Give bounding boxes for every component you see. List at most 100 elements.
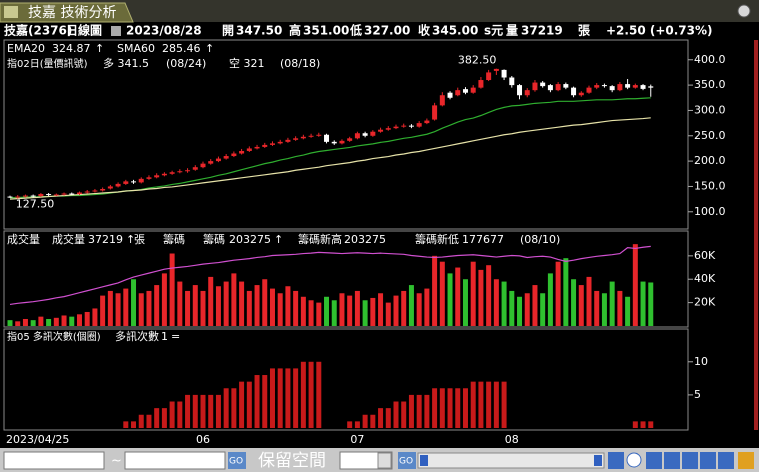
line-series xyxy=(9,117,651,200)
bar xyxy=(123,421,129,428)
volume-bar xyxy=(347,295,353,326)
legend-value: 37219 xyxy=(88,233,123,246)
y-tick-label: 20K xyxy=(694,296,716,309)
volume-bar xyxy=(455,267,461,326)
volume-bar xyxy=(277,293,283,326)
scroll-left[interactable] xyxy=(420,455,428,466)
y-tick-label: 350.0 xyxy=(694,78,726,91)
bar xyxy=(231,388,237,428)
candle-body xyxy=(408,125,414,127)
volume-value: 37219 xyxy=(521,24,563,38)
high-label: 籌碼新高 xyxy=(298,232,342,246)
volume-bar xyxy=(601,293,607,326)
up-arrow: ↑ xyxy=(205,42,214,55)
volume-bar xyxy=(416,293,422,326)
volume-label: 量 xyxy=(506,24,518,38)
volume-bar xyxy=(107,290,113,326)
volume-bar xyxy=(462,279,468,326)
bar xyxy=(354,421,360,428)
scrollbar[interactable] xyxy=(417,452,605,469)
annotation: 127.50 xyxy=(16,198,55,211)
bar xyxy=(493,381,499,428)
volume-bar xyxy=(316,302,322,326)
zoom-icon[interactable] xyxy=(737,4,751,18)
y-tick-label: 150.0 xyxy=(694,179,726,192)
candle-body xyxy=(493,68,499,71)
candle-body xyxy=(169,172,175,174)
volume-bar xyxy=(470,261,476,326)
line-series xyxy=(10,97,651,199)
candle-body xyxy=(138,178,144,183)
bar xyxy=(432,388,438,428)
volume-bar xyxy=(547,273,553,326)
volume-bar xyxy=(509,290,515,326)
go-button[interactable] xyxy=(398,452,416,469)
zoom-out-button[interactable] xyxy=(646,452,662,469)
bar xyxy=(424,394,430,428)
bar xyxy=(146,414,152,428)
volume-bar xyxy=(285,286,291,326)
tool-button[interactable] xyxy=(608,452,624,469)
title-tab xyxy=(0,2,134,23)
candle-body xyxy=(53,194,59,196)
count-value: 5 xyxy=(344,454,352,469)
candle-body xyxy=(61,193,67,195)
volume-bar xyxy=(439,261,445,326)
volume-bar xyxy=(493,279,499,326)
zoom-in-button[interactable] xyxy=(664,452,680,469)
alert-button[interactable] xyxy=(738,452,754,469)
fit-button[interactable] xyxy=(700,452,716,469)
legend-value: 324.87 xyxy=(52,42,91,55)
volume-bar xyxy=(231,273,237,326)
volume-bar xyxy=(22,318,28,326)
scroll-right[interactable] xyxy=(594,455,602,466)
volume-bar xyxy=(76,314,82,326)
bar xyxy=(215,394,221,428)
volume-bar xyxy=(370,297,376,326)
volume-bar xyxy=(192,285,198,326)
bar xyxy=(640,421,646,428)
period: 日線圖 xyxy=(66,23,102,38)
go-button[interactable] xyxy=(228,452,246,469)
candle-body xyxy=(385,128,391,130)
settings-button[interactable] xyxy=(718,452,734,469)
volume-bar xyxy=(378,293,384,326)
candle-body xyxy=(601,85,607,87)
volume-bar xyxy=(7,320,13,326)
annotation: 382.50 xyxy=(458,54,497,67)
candle-body xyxy=(262,144,268,147)
reserve-label: 保留空間 xyxy=(258,451,326,471)
bar xyxy=(192,394,198,428)
period-button[interactable] xyxy=(111,26,121,36)
volume-bar xyxy=(215,286,221,326)
candle-body xyxy=(146,177,152,179)
candle-body xyxy=(22,195,28,197)
volume-bar xyxy=(200,290,206,326)
volume-bar xyxy=(246,290,252,326)
legend-value: 203275 xyxy=(229,233,271,246)
volume-bar xyxy=(532,285,538,326)
start-input[interactable] xyxy=(3,451,105,470)
bar xyxy=(131,421,137,428)
volume-bar xyxy=(632,244,638,326)
candle-body xyxy=(439,95,445,106)
candle-body xyxy=(231,153,237,157)
move-button[interactable] xyxy=(682,452,698,469)
volume-bar xyxy=(648,282,654,326)
price-panel xyxy=(3,39,689,230)
candle-body xyxy=(640,85,646,89)
x-tick-label: 08 xyxy=(505,433,519,446)
bar xyxy=(169,401,175,428)
end-input[interactable] xyxy=(124,451,226,470)
clock-button[interactable] xyxy=(626,452,642,468)
bar xyxy=(269,368,275,428)
candle-body xyxy=(571,87,577,96)
spinner[interactable] xyxy=(377,452,392,469)
candle-body xyxy=(246,148,252,151)
legend-unit: 張 xyxy=(134,233,145,246)
bar xyxy=(486,381,492,428)
volume-bar xyxy=(640,281,646,326)
bar xyxy=(154,408,160,428)
candle-body xyxy=(115,183,121,187)
